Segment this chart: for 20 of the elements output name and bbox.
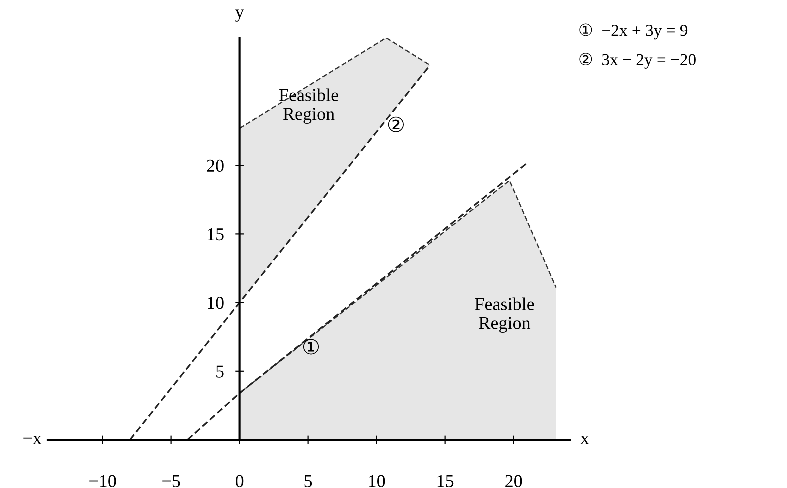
x-tick-label: 0 bbox=[236, 475, 244, 488]
y-tick-label: 5 bbox=[216, 366, 224, 378]
annotation: Feasible Region bbox=[475, 298, 534, 334]
y-axis-title: y bbox=[236, 10, 244, 22]
text: ② 3x − 2y = −20 bbox=[580, 53, 696, 69]
x-tick-label: −5 bbox=[162, 475, 180, 488]
y-tick-label: 10 bbox=[208, 297, 224, 310]
annotation: Feasible Region bbox=[279, 88, 338, 124]
text: −x bbox=[24, 436, 42, 444]
x-tick-label: 20 bbox=[506, 475, 522, 488]
y-tick-label: 15 bbox=[208, 228, 224, 241]
text: ① −2x + 3y = 9 bbox=[580, 24, 688, 40]
x-tick-label: 15 bbox=[438, 475, 454, 488]
y-tick-label: 20 bbox=[207, 160, 224, 172]
x-tick-label: 5 bbox=[304, 475, 312, 488]
x-axis-title: x bbox=[580, 436, 590, 444]
annotation: ① bbox=[303, 339, 320, 355]
x-tick-label: −10 bbox=[90, 475, 116, 488]
annotation: ② bbox=[388, 116, 404, 132]
x-tick-label: 10 bbox=[369, 475, 386, 488]
